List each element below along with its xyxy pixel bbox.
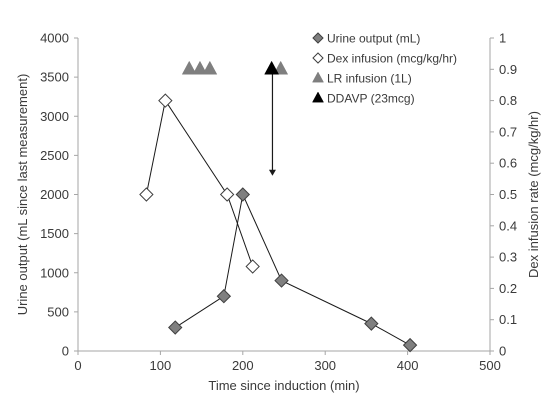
x-tick-label: 500 <box>479 358 501 373</box>
series-line-0 <box>174 192 411 346</box>
y-right-tick-label: 0.5 <box>499 187 517 202</box>
y-left-tick-label: 1000 <box>40 265 69 280</box>
x-tick-label: 200 <box>232 358 254 373</box>
data-point <box>158 93 173 108</box>
y-right-tick-label: 0.7 <box>499 124 517 139</box>
data-point <box>274 273 289 288</box>
data-point <box>181 60 197 75</box>
y-left-tick-label: 1500 <box>40 226 69 241</box>
data-point <box>402 337 418 353</box>
data-point <box>245 259 260 274</box>
legend-marker-2 <box>312 71 324 83</box>
legend-label: Urine output (mL) <box>327 32 420 46</box>
plot-marks <box>139 60 418 353</box>
data-point <box>168 320 183 335</box>
x-axis-title: Time since induction (min) <box>208 378 359 393</box>
data-point <box>192 60 208 75</box>
data-point <box>273 60 289 75</box>
axes: 0 100 200 300 400 500050010001500200025003000… <box>40 31 517 374</box>
legend-marker-0 <box>312 32 324 44</box>
y-right-tick-label: 1 <box>499 31 506 46</box>
y-right-tick-label: 0.9 <box>499 62 517 77</box>
y-left-tick-label: 3500 <box>40 70 69 85</box>
data-point <box>235 187 251 202</box>
legend: Urine output (mL) Dex infusion (mcg/kg/hr… <box>312 32 457 106</box>
x-tick-label: 400 <box>397 358 419 373</box>
y-left-tick-label: 2000 <box>40 187 69 202</box>
y-right-tick-label: 0.4 <box>499 218 517 233</box>
y-right-tick-label: 0.2 <box>499 281 517 296</box>
y-left-tick-label: 500 <box>47 304 69 319</box>
annotation-arrow-head <box>268 169 276 176</box>
legend-label: LR infusion (1L) <box>327 72 412 86</box>
y-right-tick-label: 0.3 <box>499 250 517 265</box>
x-tick-label: 0 <box>74 358 81 373</box>
y-left-tick-label: 2500 <box>40 148 69 163</box>
x-tick-label: 300 <box>314 358 336 373</box>
series-line-1 <box>145 99 254 267</box>
y-right-tick-label: 0.8 <box>499 93 517 108</box>
legend-label: DDAVP (23mcg) <box>327 92 415 106</box>
y-left-tick-label: 0 <box>62 344 69 359</box>
y-right-tick-label: 0.6 <box>499 156 517 171</box>
x-tick-label: 100 <box>150 358 172 373</box>
legend-marker-1 <box>312 52 324 64</box>
data-point <box>216 289 232 304</box>
axis-labels: Time since induction (min) Urine output … <box>15 74 541 393</box>
data-point <box>219 187 235 202</box>
y-right-tick-label: 0.1 <box>499 312 517 327</box>
data-point <box>364 316 379 331</box>
annotations <box>268 69 276 176</box>
legend-marker-3 <box>312 91 324 103</box>
data-point <box>139 187 154 202</box>
data-point <box>264 60 280 75</box>
data-point <box>202 60 218 75</box>
legend-label: Dex infusion (mcg/kg/hr) <box>327 52 457 66</box>
y-right-axis-title: Dex infusion rate (mcg/kg/hr) <box>526 111 541 278</box>
y-right-tick-label: 0 <box>499 344 506 359</box>
y-left-tick-label: 4000 <box>40 31 69 46</box>
y-left-axis-title: Urine output (mL since last measurement) <box>15 74 30 316</box>
y-left-tick-label: 3000 <box>40 109 69 124</box>
